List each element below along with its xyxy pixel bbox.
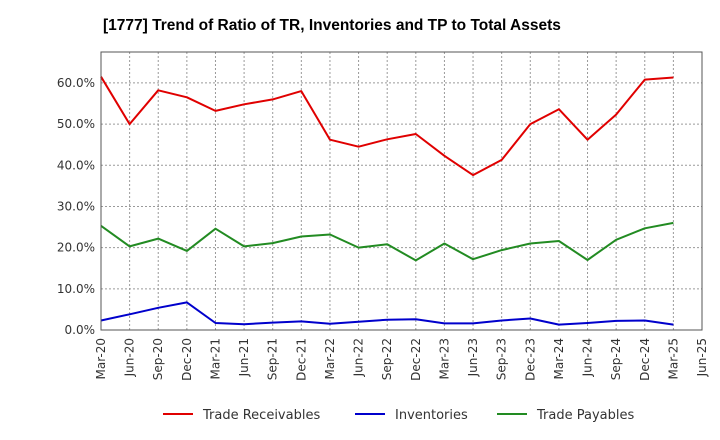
x-tick-label: Mar-22	[323, 338, 337, 379]
series-line-trade-receivables	[100, 76, 674, 177]
y-tick-label: 30.0%	[57, 199, 95, 213]
x-tick-label: Dec-23	[523, 338, 537, 381]
x-tick-label: Jun-22	[352, 338, 366, 377]
y-tick-label: 50.0%	[57, 117, 95, 131]
x-tick-label: Sep-23	[495, 338, 509, 380]
x-tick-label: Dec-22	[409, 338, 423, 381]
series-line-trade-payables	[100, 221, 674, 262]
legend-label-inventories: Inventories	[395, 408, 468, 423]
y-axis-ticks: 0.0% 10.0% 20.0% 30.0% 40.0% 50.0% 60.0%	[57, 76, 95, 337]
x-tick-label: Sep-20	[151, 338, 165, 380]
plot-frame	[100, 51, 703, 331]
x-tick-label: Dec-20	[180, 338, 194, 381]
x-tick-label: Jun-21	[237, 338, 251, 377]
y-tick-label: 10.0%	[57, 282, 95, 296]
x-tick-label: Sep-24	[609, 338, 623, 380]
x-tick-label: Mar-24	[552, 338, 566, 379]
y-tick-label: 0.0%	[65, 323, 96, 337]
legend-label-trade-receivables: Trade Receivables	[202, 408, 320, 423]
y-tick-label: 40.0%	[57, 158, 95, 172]
x-tick-label: Jun-24	[581, 338, 595, 377]
x-tick-label: Jun-20	[123, 338, 137, 377]
x-tick-label: Dec-24	[638, 338, 652, 381]
y-tick-label: 20.0%	[57, 241, 95, 255]
x-tick-label: Jun-23	[466, 338, 480, 377]
x-tick-label: Mar-20	[94, 338, 108, 379]
x-tick-label: Sep-22	[380, 338, 394, 380]
grid	[101, 52, 702, 330]
x-tick-label: Sep-21	[266, 338, 280, 380]
legend: Trade Receivables Inventories Trade Payabl…	[163, 408, 634, 423]
x-tick-label: Mar-23	[437, 338, 451, 379]
chart-title: [1777] Trend of Ratio of TR, Inventories…	[103, 17, 561, 34]
legend-label-trade-payables: Trade Payables	[536, 408, 634, 423]
y-tick-label: 60.0%	[57, 76, 95, 90]
x-tick-label: Mar-21	[208, 338, 222, 379]
x-axis-ticks: Mar-20 Jun-20 Sep-20 Dec-20 Mar-21 Jun-21 Sep-…	[94, 338, 709, 381]
series-line-inventories	[100, 301, 674, 326]
x-tick-label: Jun-25	[695, 338, 709, 377]
x-tick-label: Mar-25	[666, 338, 680, 379]
x-tick-label: Dec-21	[294, 338, 308, 381]
series-lines	[100, 76, 674, 326]
